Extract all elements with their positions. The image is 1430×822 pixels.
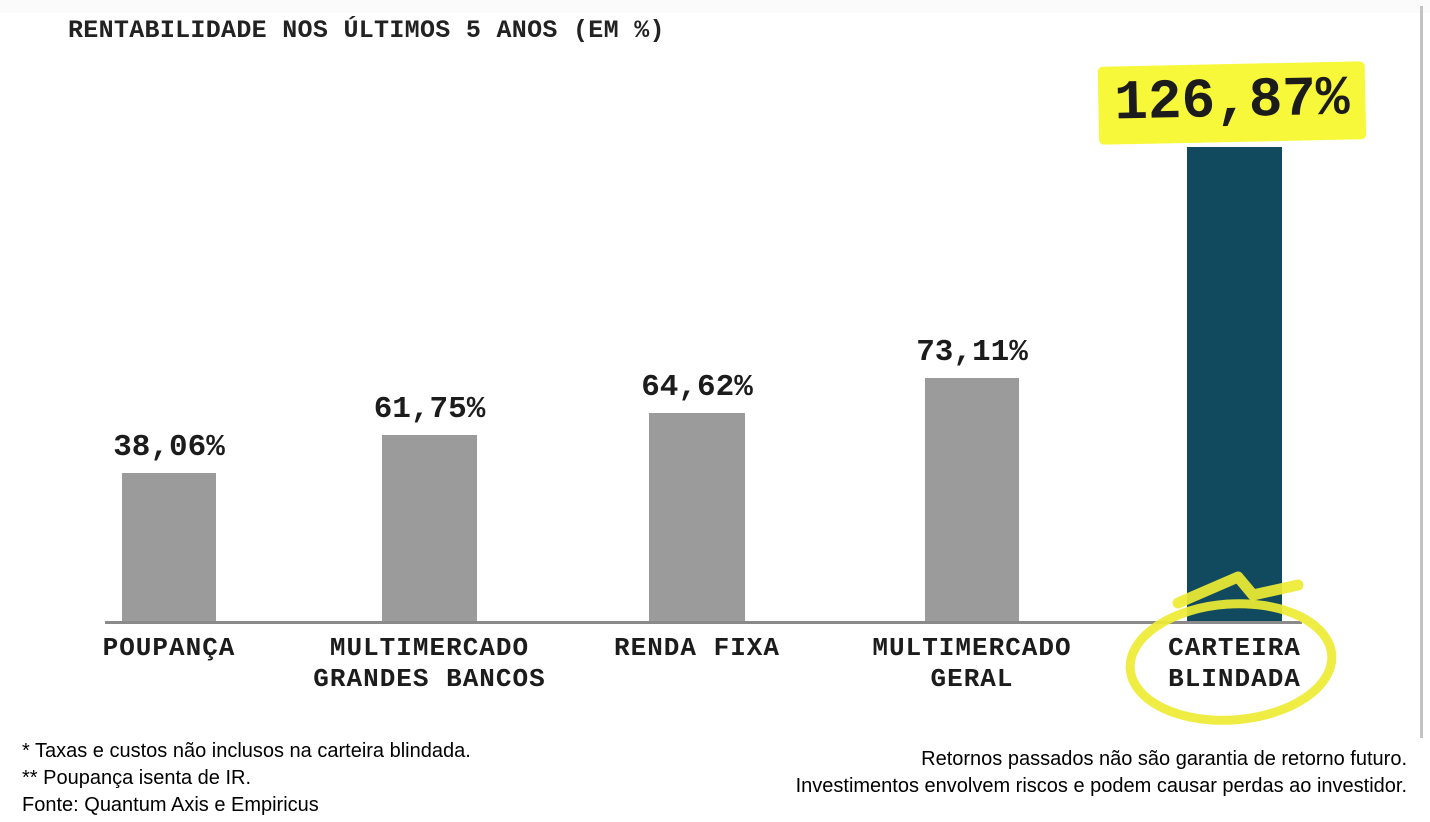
footnote-left: * Taxas e custos não inclusos na carteir… xyxy=(22,738,471,819)
bar-category-label: MULTIMERCADO GERAL xyxy=(872,633,1071,695)
footnote-line: * Taxas e custos não inclusos na carteir… xyxy=(22,740,471,762)
footnote-right: Retornos passados não são garantia de re… xyxy=(796,746,1407,800)
category-label-line: CARTEIRA xyxy=(1168,633,1301,663)
top-strip xyxy=(0,0,1430,13)
bar-value-label: 73,11% xyxy=(916,335,1028,370)
disclaimer-line: Retornos passados não são garantia de re… xyxy=(921,748,1407,770)
category-label-line: MULTIMERCADO xyxy=(329,633,530,663)
category-label-line: BLINDADA xyxy=(1168,664,1301,694)
bar-category-label: CARTEIRA BLINDADA xyxy=(1168,633,1301,695)
x-axis-line xyxy=(105,621,1302,624)
right-border-line xyxy=(1420,6,1423,738)
chart-title: RENTABILIDADE NOS ÚLTIMOS 5 ANOS (EM %) xyxy=(68,16,665,45)
bar-category-label: RENDA FIXA xyxy=(614,633,780,664)
bar-category-label: POUPANÇA xyxy=(103,633,236,664)
bar-highlighted xyxy=(1187,147,1282,623)
highlighted-value-text: 126,87% xyxy=(1097,61,1366,145)
bar-value-label: 38,06% xyxy=(113,430,225,465)
category-label-line: RENDA FIXA xyxy=(613,633,781,663)
bar xyxy=(382,435,477,623)
bar-value-label: 64,62% xyxy=(641,370,753,405)
footnote-line: ** Poupança isenta de IR. xyxy=(22,767,252,789)
category-label-line: GRANDES BANCOS xyxy=(313,664,546,694)
bar-category-label: MULTIMERCADO GRANDES BANCOS xyxy=(313,633,545,695)
bar-value-label: 126,87% xyxy=(1097,61,1366,145)
bar xyxy=(122,473,216,623)
bar-value-label: 61,75% xyxy=(373,392,486,427)
category-label-line: GERAL xyxy=(930,664,1014,694)
category-label-line: POUPANÇA xyxy=(102,633,236,663)
bar xyxy=(649,413,745,623)
category-label-line: MULTIMERCADO xyxy=(872,633,1072,663)
footnote-line: Fonte: Quantum Axis e Empiricus xyxy=(22,794,319,816)
disclaimer-line: Investimentos envolvem riscos e podem ca… xyxy=(795,775,1407,797)
bar xyxy=(925,378,1019,623)
highlight-circle-icon xyxy=(1125,571,1337,725)
